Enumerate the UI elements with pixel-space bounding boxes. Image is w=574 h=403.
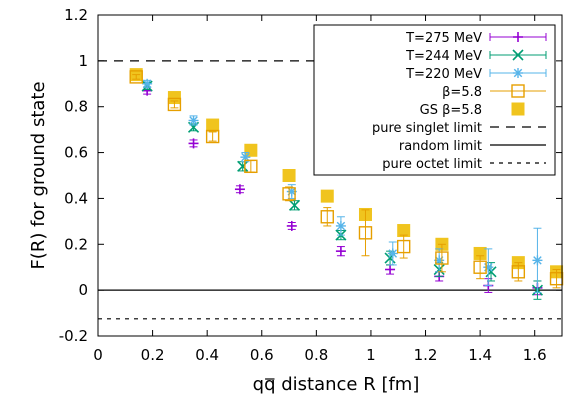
data-point [286,220,297,231]
y-tick-label: 0.4 [64,189,88,207]
data-point [397,224,411,238]
x-tick-label: 0 [93,346,103,364]
y-tick-label: 0.2 [64,235,88,253]
data-point [188,115,199,126]
y-tick-label: 1 [78,52,88,70]
data-point [435,251,449,265]
legend-box [313,24,556,176]
x-tick-label: 1.2 [414,346,438,364]
data-point [335,246,346,257]
legend: T=275 MeV T=244 MeV T=220 MeV β=5.8 GS β=5.8… [313,24,556,176]
legend-label: T=220 MeV [405,67,482,82]
data-point [473,246,487,260]
data-point [282,187,296,201]
data-point [387,248,398,259]
data-point [206,118,220,132]
y-tick-label: 0.6 [64,144,88,162]
x-axis-label-qbar: q [264,374,275,395]
x-tick-label: 0.2 [141,346,165,364]
data-point [532,255,543,266]
x-tick-label: 1.6 [523,346,547,364]
x-axis-label: qq distance R [fm] [253,374,420,395]
data-point [549,271,564,286]
data-point [205,129,220,144]
legend-label: β=5.8 [442,85,482,100]
data-point [129,70,143,84]
data-point [320,210,334,224]
x-axis-label-rest: distance R [fm] [276,374,420,395]
x-tick-label: 0.6 [250,346,274,364]
data-point [282,169,296,182]
data-point [188,138,199,149]
x-axis-label-q: q [253,374,264,395]
y-tick-label: 0 [78,281,88,299]
x-tick-label: 0.8 [304,346,328,364]
data-point [244,159,258,174]
legend-label: T=275 MeV [405,31,482,46]
legend-label: T=244 MeV [405,49,482,64]
data-point [237,160,249,172]
data-point [288,199,301,211]
legend-label: random limit [399,139,482,154]
data-point [234,184,245,195]
x-tick-label: 1.4 [468,346,492,364]
data-point [320,189,334,203]
legend-label: pure octet limit [382,157,482,172]
data-point [385,264,396,275]
data-point [483,262,494,273]
y-axis-label: F(R) for ground state [28,81,49,269]
legend-marker [513,68,523,78]
legend-marker [511,102,525,116]
data-point [511,265,526,279]
data-point [473,260,487,274]
data-marks [129,68,564,300]
data-point [396,239,411,254]
data-point [335,220,346,231]
legend-marker [512,49,524,61]
y-tick-label: 0.8 [64,98,88,116]
legend-marker [511,84,525,98]
plot-frame [97,14,563,337]
y-tick-label: 1.2 [64,6,88,24]
legend-label: pure singlet limit [372,121,482,136]
data-point [244,143,258,157]
x-tick-label: 0.4 [195,346,219,364]
data-point [167,97,182,112]
data-point [142,78,153,89]
legend-label: GS β=5.8 [420,103,482,118]
x-tick-label: 1 [366,346,376,364]
axis-ticks: 0 0.2 0.4 0.6 0.8 1 1.2 1.4 1.6 -0.2 0 0.2 0.4 0.6 0.8… [59,6,562,364]
legend-marker [513,32,523,42]
y-tick-label: -0.2 [59,327,88,345]
data-point [358,226,373,240]
